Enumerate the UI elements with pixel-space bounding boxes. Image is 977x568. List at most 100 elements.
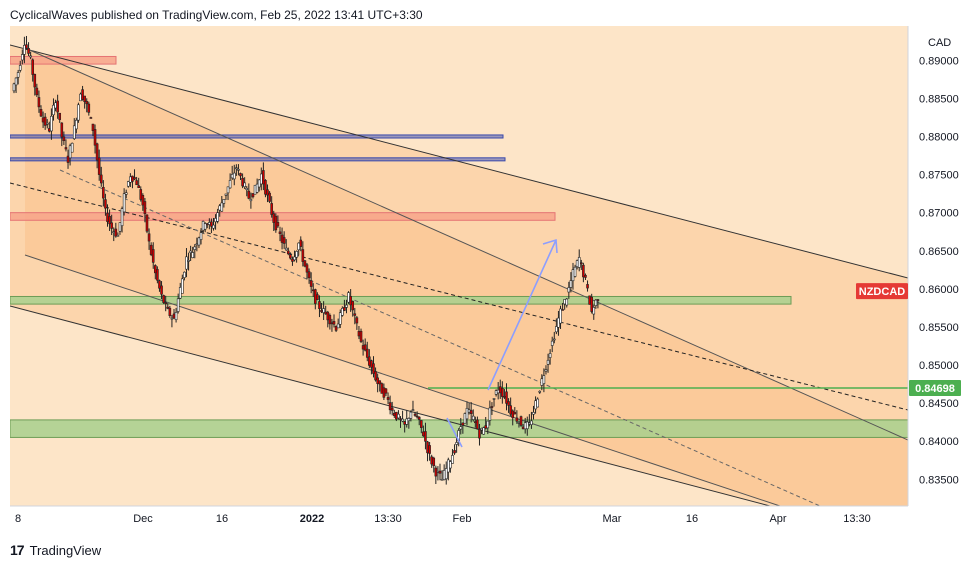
candle-body xyxy=(257,179,261,188)
candle-body xyxy=(459,426,463,430)
candle-body xyxy=(75,119,78,130)
candle-body xyxy=(567,287,571,293)
candle-body xyxy=(301,249,305,262)
candle-body xyxy=(546,359,550,365)
candle-body xyxy=(575,260,579,268)
candle-body xyxy=(259,173,263,185)
candle-body xyxy=(156,269,159,281)
candle-body xyxy=(478,428,481,439)
x-tick-label: 16 xyxy=(216,513,228,525)
candle-body xyxy=(54,102,57,109)
candle-body xyxy=(386,397,390,400)
candle-body xyxy=(359,330,363,342)
candle-body xyxy=(461,422,465,426)
candle-body xyxy=(189,250,192,253)
candle-body xyxy=(245,187,249,190)
candle-body xyxy=(528,422,531,425)
candle-body xyxy=(399,418,402,420)
candle-body xyxy=(316,294,319,300)
candle-body xyxy=(120,208,124,227)
inner-channel-fill xyxy=(25,48,908,506)
red-zone-mid[interactable] xyxy=(10,212,556,221)
candle-body xyxy=(299,239,303,247)
candle-body xyxy=(104,199,107,209)
candle-body xyxy=(474,421,477,424)
y-tick-label: 0.86500 xyxy=(919,246,959,258)
candle-body xyxy=(133,177,136,180)
candle-body xyxy=(297,242,300,251)
green-zone-upper[interactable] xyxy=(10,295,792,305)
candle-body xyxy=(226,186,230,194)
candle-body xyxy=(195,243,199,246)
candle-body xyxy=(60,122,64,138)
candle-body xyxy=(93,129,97,146)
candle-body xyxy=(395,411,398,420)
candle-body xyxy=(274,215,278,231)
candle-body xyxy=(270,203,273,215)
candle-body xyxy=(241,177,244,187)
candle-body xyxy=(222,199,226,204)
y-tick-label: 0.88500 xyxy=(919,93,959,105)
candle-body xyxy=(557,317,560,328)
candle-body xyxy=(199,232,203,240)
candle-body xyxy=(332,321,336,325)
candle-body xyxy=(243,182,246,188)
candle-body xyxy=(56,100,59,113)
candle-body xyxy=(295,251,298,258)
red-zone-top[interactable] xyxy=(10,55,117,65)
y-tick-label: 0.88000 xyxy=(919,131,959,143)
candle-body xyxy=(118,222,122,232)
candle-body xyxy=(160,285,163,295)
candle-body xyxy=(338,312,342,325)
blue-line-upper[interactable] xyxy=(10,134,504,139)
y-tick-label: 0.87000 xyxy=(919,208,959,220)
midline-dashed-lower xyxy=(59,169,821,506)
candle-body xyxy=(68,145,72,159)
candle-body xyxy=(444,468,448,480)
projection-arrow xyxy=(446,238,558,448)
candle-body xyxy=(314,289,317,304)
candle-body xyxy=(544,369,548,372)
candle-body xyxy=(388,402,392,411)
candle-body xyxy=(334,326,338,331)
candle-body xyxy=(577,257,581,268)
candle-body xyxy=(66,155,70,163)
candle-body xyxy=(91,123,95,131)
candle-body xyxy=(438,470,442,474)
blue-line-lower[interactable] xyxy=(10,157,506,162)
candle-body xyxy=(548,353,552,358)
candle-body xyxy=(432,457,436,466)
candle-body xyxy=(27,48,30,54)
candle-body xyxy=(411,409,415,411)
candle-body xyxy=(183,271,186,278)
candle-body xyxy=(141,195,145,206)
candle-body xyxy=(203,223,207,230)
candle-body xyxy=(424,431,427,442)
tradingview-branding[interactable]: 17 TradingView xyxy=(10,542,101,558)
x-tick-label: 16 xyxy=(686,513,698,525)
candle-body xyxy=(498,386,502,394)
candle-body xyxy=(162,295,165,303)
candle-body xyxy=(178,287,182,299)
candle-body xyxy=(253,184,257,195)
candle-body xyxy=(330,322,334,325)
candle-body xyxy=(197,237,201,246)
candle-body xyxy=(563,299,566,305)
candle-body xyxy=(417,416,421,420)
candle-body xyxy=(147,233,151,242)
candle-body xyxy=(353,313,357,316)
candle-body xyxy=(351,301,355,311)
candle-body xyxy=(239,173,242,177)
candle-body xyxy=(45,122,49,125)
candle-body xyxy=(494,390,498,395)
candle-body xyxy=(311,289,315,292)
candle-body xyxy=(569,280,573,288)
candle-body xyxy=(476,419,479,430)
candle-body xyxy=(220,202,224,212)
candle-body xyxy=(579,262,583,265)
candle-body xyxy=(172,313,176,319)
candle-body xyxy=(77,104,80,121)
candle-body xyxy=(149,244,153,255)
x-tick-label: Feb xyxy=(453,513,472,525)
